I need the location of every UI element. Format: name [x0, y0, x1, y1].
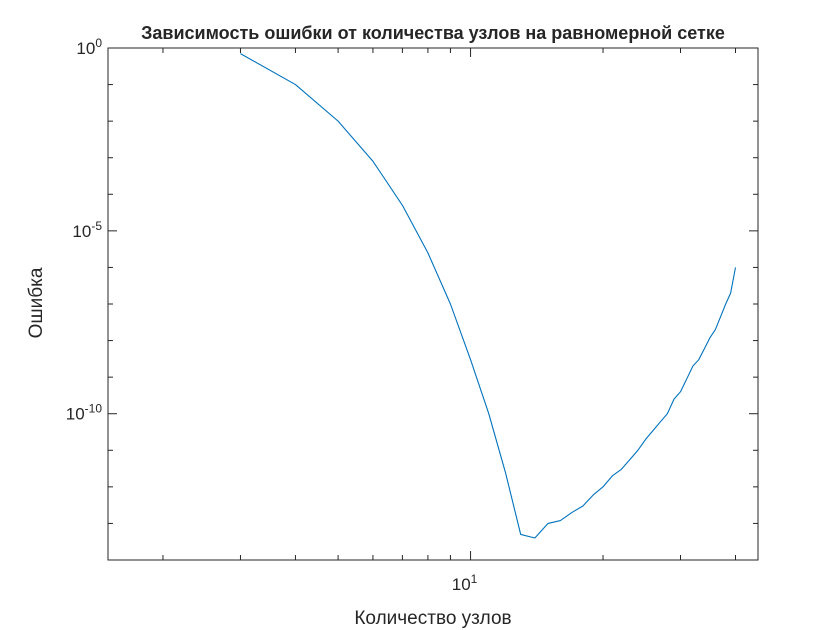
y-axis-label: Ошибка [26, 267, 47, 338]
series-line-0 [240, 53, 737, 539]
y-tick-label: 100 [76, 36, 102, 58]
x-tick-label: 101 [452, 572, 478, 594]
plot-area [107, 47, 759, 561]
x-ticks: 101 [162, 48, 736, 594]
y-tick-label: 10-5 [72, 219, 102, 241]
y-ticks: 100 10-5 10-10 [66, 36, 758, 561]
y-tick-label: 10-10 [66, 402, 103, 424]
series-layer [240, 53, 737, 539]
x-axis-label: Количество узлов [354, 608, 511, 629]
axes-box [107, 47, 759, 561]
chart-title: Зависимость ошибки от количества узлов н… [141, 23, 725, 43]
